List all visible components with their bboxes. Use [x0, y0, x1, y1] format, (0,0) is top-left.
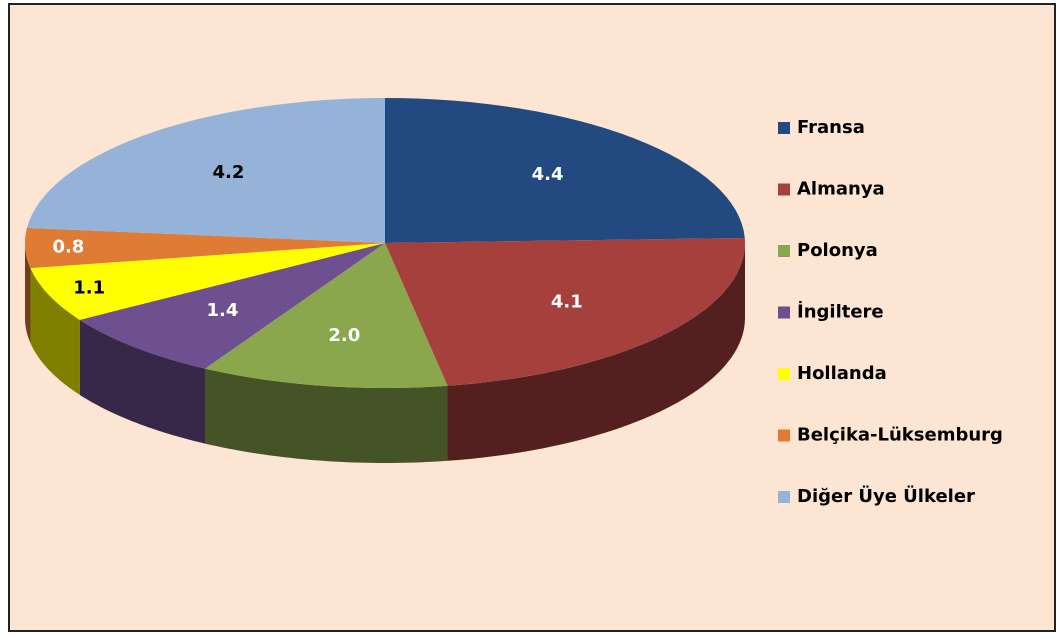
legend-label: İngiltere — [797, 301, 884, 323]
pie-slice — [79, 243, 385, 369]
legend-swatch — [778, 183, 790, 196]
data-label: 4.2 — [212, 162, 244, 183]
legend-swatch — [778, 491, 790, 503]
legend-swatch — [778, 429, 790, 442]
legend-swatch — [778, 122, 790, 134]
data-label: 4.4 — [532, 164, 564, 185]
data-label: 1.4 — [207, 300, 239, 321]
legend-label: Fransa — [797, 117, 865, 138]
data-label: 0.8 — [52, 236, 84, 257]
data-label: 4.1 — [551, 291, 583, 312]
pie-slice — [205, 243, 448, 388]
pie-side — [79, 319, 205, 444]
pie-slice — [385, 98, 745, 243]
legend-swatch — [778, 245, 790, 257]
legend-label: Polonya — [797, 240, 878, 261]
data-label: 2.0 — [328, 325, 360, 346]
legend-label: Hollanda — [797, 363, 887, 384]
pie-side — [30, 268, 80, 395]
legend-label: Almanya — [797, 179, 885, 200]
pie-slice — [30, 243, 386, 320]
data-label: 1.1 — [73, 278, 105, 299]
pie-side — [205, 368, 448, 463]
legend-label: Belçika-Lüksemburg — [797, 425, 1003, 446]
pie-slice — [385, 237, 746, 386]
pie-slice — [26, 98, 386, 243]
pie-slice — [24, 227, 385, 269]
pie-side — [25, 243, 31, 344]
legend-swatch — [778, 306, 790, 319]
pie-side — [447, 243, 745, 461]
legend-swatch — [778, 368, 790, 380]
legend-label: Diğer Üye Ülkeler — [797, 485, 975, 507]
